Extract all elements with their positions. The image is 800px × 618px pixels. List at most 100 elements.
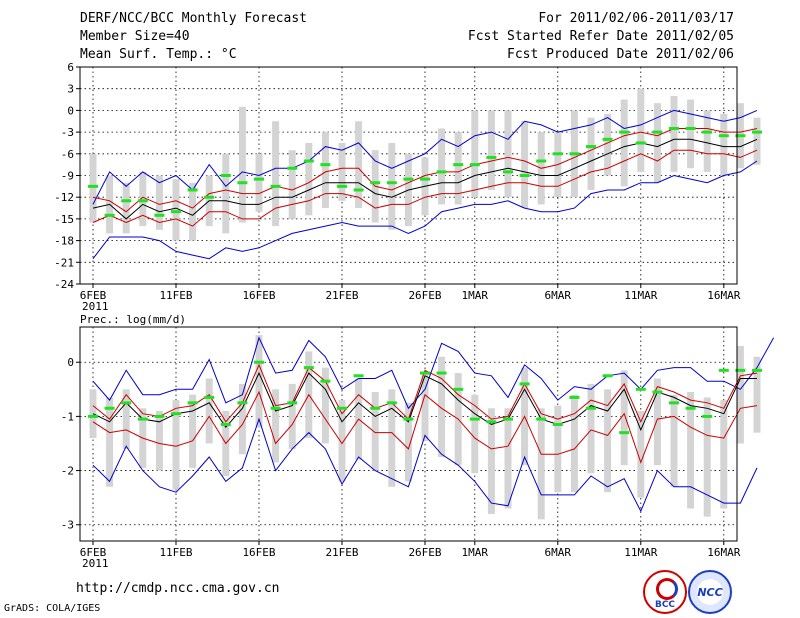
panel2-spread-box bbox=[504, 408, 512, 509]
panel1-deterministic-marker bbox=[237, 181, 248, 185]
panel2-x-tick-label: 16FEB bbox=[242, 546, 275, 559]
panel1-series-median bbox=[92, 138, 758, 220]
panel1-deterministic-marker bbox=[503, 170, 513, 174]
panel1-deterministic-marker bbox=[469, 163, 480, 167]
panel2-y-tick-label: -1 bbox=[61, 410, 74, 423]
panel2-deterministic-marker bbox=[702, 414, 713, 418]
panel2-spread-box bbox=[89, 389, 97, 439]
panel1-spread-box bbox=[637, 88, 645, 172]
panel2-deterministic-marker bbox=[436, 371, 447, 375]
panel1-spread-box bbox=[753, 117, 761, 165]
panel1-spread-box bbox=[272, 121, 280, 227]
panel2-deterministic-marker bbox=[669, 401, 679, 405]
panel1-spread-box bbox=[338, 142, 346, 201]
panel1-deterministic-marker bbox=[187, 188, 198, 192]
panel2-spread-box bbox=[736, 345, 744, 444]
header-produced-date: Fcst Produced Date 2011/02/06 bbox=[507, 47, 734, 62]
bcc-logo-label: BCC bbox=[654, 600, 676, 610]
panel1-deterministic-marker bbox=[337, 184, 347, 188]
panel1-spread-box bbox=[720, 114, 728, 176]
panel2-series-min bbox=[92, 417, 758, 513]
panel2-spread-box bbox=[205, 378, 213, 444]
panel1-x-tick-label: 21FEB bbox=[325, 289, 358, 302]
panel1-spread-box bbox=[321, 132, 329, 209]
panel2-series-median bbox=[92, 371, 757, 432]
panel1-x-tick-label: 16MAR bbox=[707, 289, 740, 302]
panel1-x-tick-label: 16FEB bbox=[242, 289, 275, 302]
panel2-deterministic-marker bbox=[536, 417, 547, 421]
panel2-spread-box bbox=[255, 335, 263, 428]
panel2-spread-box bbox=[604, 389, 612, 493]
panel1-spread-box bbox=[587, 117, 595, 190]
panel1-year-label: 2011 bbox=[82, 300, 109, 313]
panel2-spread-box bbox=[703, 397, 711, 517]
footer-url[interactable]: http://cmdp.ncc.cma.gov.cn bbox=[76, 581, 280, 596]
header-member-size: Member Size=40 bbox=[80, 29, 190, 44]
panel1-y-tick-label: -21 bbox=[54, 256, 74, 269]
panel1-spread-box bbox=[521, 121, 529, 209]
panel1-deterministic-marker bbox=[270, 184, 281, 188]
panel1-spread-box bbox=[189, 182, 197, 241]
panel1-deterministic-marker bbox=[536, 159, 547, 163]
panel1-deterministic-marker bbox=[88, 184, 98, 188]
panel2-spread-box bbox=[570, 394, 578, 493]
panel1-y-tick-label: -15 bbox=[54, 213, 74, 226]
panel1-deterministic-marker bbox=[204, 195, 215, 199]
panel1-deterministic-marker bbox=[718, 134, 729, 138]
panel1-deterministic-marker bbox=[552, 152, 563, 156]
panel1-spread-box bbox=[604, 114, 612, 176]
panel1-deterministic-marker bbox=[154, 213, 165, 217]
panel2-spread-box bbox=[288, 383, 296, 449]
panel2-spread-box bbox=[653, 378, 661, 466]
panel2-year-label: 2011 bbox=[82, 557, 109, 570]
panel1-spread-box bbox=[504, 110, 512, 198]
panel1-deterministic-marker bbox=[669, 126, 679, 130]
panel1-spread-box bbox=[305, 142, 313, 216]
panel1-deterministic-marker bbox=[519, 174, 530, 177]
panel2-frame bbox=[79, 326, 738, 542]
panel2-spread-box bbox=[670, 394, 678, 487]
panel2-deterministic-marker bbox=[552, 423, 563, 427]
panel2-spread-box bbox=[587, 383, 595, 474]
panel1-spread-box bbox=[222, 153, 230, 234]
header-start-date: Fcst Started Refer Date 2011/02/05 bbox=[467, 29, 734, 44]
panel1-deterministic-marker bbox=[386, 181, 397, 185]
panel2-deterministic-marker bbox=[303, 366, 314, 370]
panel2-spread-box bbox=[537, 408, 545, 520]
panel1-deterministic-marker bbox=[403, 177, 414, 181]
panel2-deterministic-marker bbox=[270, 406, 281, 410]
panel1-spread-box bbox=[487, 110, 495, 190]
panel2-deterministic-marker bbox=[320, 379, 331, 383]
panel2-deterministic-marker bbox=[337, 406, 347, 410]
panel1-series-max bbox=[92, 109, 758, 205]
panel2-deterministic-marker bbox=[220, 423, 231, 427]
panel2-deterministic-marker bbox=[685, 406, 696, 410]
panel2-spread-box bbox=[637, 410, 645, 498]
panel2-y-tick-label: -3 bbox=[61, 519, 74, 532]
panel1-x-tick-label: 11MAR bbox=[624, 289, 657, 302]
panel2-spread-box bbox=[155, 410, 163, 471]
panel1-deterministic-marker bbox=[436, 170, 447, 174]
panel2-x-tick-label: 11FEB bbox=[159, 546, 192, 559]
panel1-spread-box bbox=[620, 99, 628, 187]
panel2-deterministic-marker bbox=[569, 395, 580, 399]
panel2-deterministic-marker bbox=[370, 406, 381, 410]
panel2-deterministic-marker bbox=[171, 412, 181, 416]
panel2-x-tick-label: 1MAR bbox=[462, 546, 489, 559]
panel1-deterministic-marker bbox=[586, 145, 596, 149]
panel1-deterministic-marker bbox=[104, 213, 115, 217]
panel2-spread-box bbox=[321, 367, 329, 444]
panel2-x-tick-label: 6MAR bbox=[545, 546, 572, 559]
panel2-deterministic-marker bbox=[586, 406, 596, 410]
panel2-spread-box bbox=[753, 356, 761, 433]
panel2-spread-box bbox=[122, 389, 130, 449]
panel1-y-tick-label: -12 bbox=[54, 191, 74, 204]
panel1-deterministic-marker bbox=[171, 210, 181, 214]
panel1-deterministic-marker bbox=[619, 130, 630, 134]
header-title: DERF/NCC/BCC Monthly Forecast bbox=[80, 11, 307, 26]
panel1-deterministic-marker bbox=[254, 177, 264, 181]
panel2-deterministic-marker bbox=[237, 401, 248, 405]
panel2-deterministic-marker bbox=[752, 368, 762, 372]
panel1-y-tick-label: -24 bbox=[54, 278, 74, 291]
panel2-spread-box bbox=[720, 400, 728, 509]
